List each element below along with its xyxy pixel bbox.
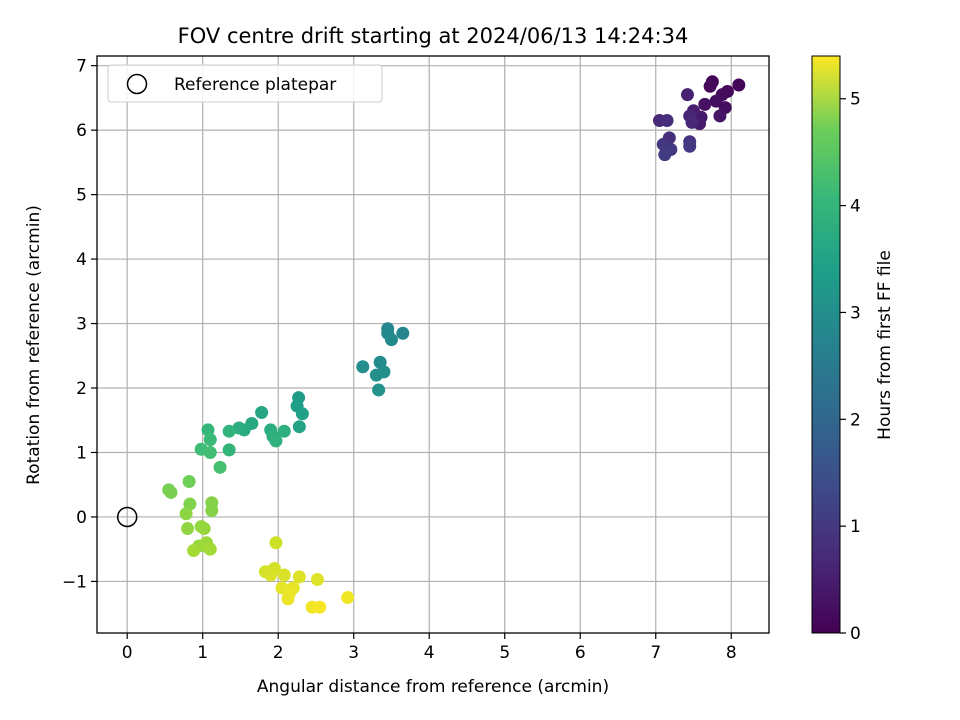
- scatter-point: [179, 507, 193, 521]
- scatter-point: [703, 79, 717, 93]
- legend-reference-marker: [126, 73, 148, 95]
- legend: Reference platepar: [107, 64, 383, 103]
- colorbar-tick-label: 3: [850, 303, 861, 323]
- scatter-point: [384, 333, 398, 347]
- scatter-point: [232, 421, 246, 435]
- colorbar-tick-label: 5: [850, 90, 861, 110]
- scatter-point: [205, 504, 219, 518]
- scatter-point: [341, 591, 355, 605]
- scatter-point: [396, 326, 410, 340]
- scatter-point: [713, 109, 727, 123]
- scatter-point: [264, 568, 278, 582]
- scatter-point: [313, 600, 327, 614]
- scatter-point: [310, 572, 324, 586]
- colorbar-tick-label: 0: [850, 624, 861, 644]
- scatter-point: [255, 406, 269, 420]
- y-tick-label: −1: [62, 572, 87, 592]
- scatter-point: [356, 360, 370, 374]
- x-tick-label: 2: [273, 643, 284, 663]
- scatter-point: [203, 433, 217, 447]
- chart-title: FOV centre drift starting at 2024/06/13 …: [178, 24, 689, 48]
- scatter-point: [277, 568, 291, 582]
- scatter-point: [732, 78, 746, 92]
- scatter-point: [277, 424, 291, 438]
- scatter-point: [292, 570, 306, 584]
- y-tick-label: 3: [76, 315, 87, 335]
- scatter-point: [369, 368, 383, 382]
- x-tick-label: 5: [499, 643, 510, 663]
- legend-entry-reference: Reference platepar: [174, 75, 336, 95]
- scatter-point: [222, 424, 236, 438]
- y-tick-label: 7: [76, 57, 87, 77]
- scatter-point: [292, 420, 306, 434]
- x-axis-label: Angular distance from reference (arcmin): [257, 677, 609, 697]
- scatter-point: [213, 460, 227, 474]
- y-tick-label: 2: [76, 379, 87, 399]
- plot-area-frame: [96, 55, 770, 634]
- scatter-point: [658, 148, 672, 162]
- colorbar-gradient: [811, 55, 841, 634]
- x-tick-label: 3: [348, 643, 359, 663]
- scatter-point: [222, 443, 236, 457]
- scatter-point: [698, 97, 712, 111]
- y-tick-label: 0: [76, 508, 87, 528]
- scatter-point: [295, 407, 309, 421]
- scatter-point: [683, 139, 697, 153]
- scatter-point: [181, 522, 195, 536]
- y-tick-label: 5: [76, 186, 87, 206]
- colorbar-tick-label: 1: [850, 517, 861, 537]
- scatter-point: [685, 115, 699, 129]
- colorbar-tick-label: 4: [850, 197, 861, 217]
- data-points: [116, 75, 746, 614]
- x-tick-label: 1: [197, 643, 208, 663]
- x-tick-label: 6: [575, 643, 586, 663]
- colorbar-ticks: 0 1 2 3 4 5: [840, 90, 861, 644]
- scatter-point: [164, 485, 178, 499]
- scatter-point: [660, 113, 674, 127]
- scatter-point: [203, 445, 217, 459]
- scatter-point: [269, 434, 283, 448]
- x-tick-label: 4: [424, 643, 435, 663]
- y-tick-label: 4: [76, 250, 87, 270]
- y-tick-label: 6: [76, 121, 87, 141]
- scatter-point: [203, 542, 217, 556]
- scatter-point: [182, 474, 196, 488]
- scatter-point: [197, 522, 211, 536]
- x-axis-ticks: 0 1 2 3 4 5 6 7 8: [122, 633, 737, 663]
- scatter-point: [709, 94, 723, 108]
- colorbar: 0 1 2 3 4 5 Hours from first FF file: [811, 55, 895, 644]
- scatter-point: [680, 88, 694, 102]
- x-tick-label: 7: [650, 643, 661, 663]
- y-tick-label: 1: [76, 443, 87, 463]
- scatter-point: [372, 383, 386, 397]
- y-axis-ticks: −1 0 1 2 3 4 5 6 7: [62, 57, 97, 592]
- colorbar-tick-label: 2: [850, 410, 861, 430]
- scatter-point: [269, 536, 283, 550]
- y-axis-label: Rotation from reference (arcmin): [24, 205, 44, 485]
- legend-box: [107, 64, 383, 103]
- colorbar-label: Hours from first FF file: [875, 250, 895, 440]
- x-tick-label: 0: [122, 643, 133, 663]
- scatter-point: [187, 543, 201, 557]
- x-tick-label: 8: [726, 643, 737, 663]
- reference-marker: [116, 506, 138, 528]
- scatter-point: [281, 592, 295, 606]
